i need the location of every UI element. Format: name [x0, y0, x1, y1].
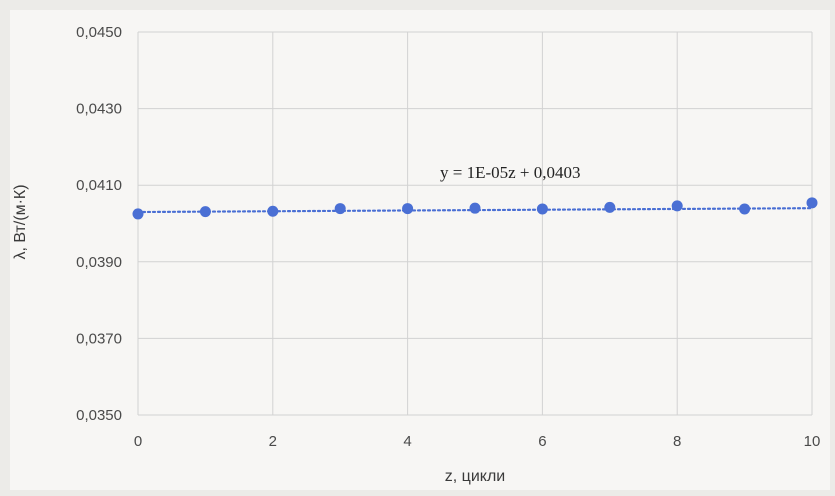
x-axis-title: z, цикли [445, 468, 505, 485]
y-tick-label: 0,0410 [76, 177, 122, 194]
y-tick-label: 0,0430 [76, 101, 122, 118]
y-tick-label: 0,0450 [76, 24, 122, 41]
x-tick-label: 6 [538, 433, 546, 450]
trendline-equation: y = 1E-05z + 0,0403 [440, 163, 581, 182]
data-point [604, 201, 616, 213]
y-tick-labels: 0,0350 0,0370 0,0390 0,0410 0,0430 0,0450 [76, 24, 122, 424]
data-point [199, 206, 211, 218]
data-point [536, 203, 548, 215]
x-tick-labels: 0 2 4 6 8 10 [134, 433, 821, 450]
data-point [132, 208, 144, 220]
data-point [267, 205, 279, 217]
y-tick-label: 0,0390 [76, 254, 122, 271]
data-point [469, 202, 481, 214]
data-point [806, 197, 818, 209]
x-tick-label: 0 [134, 433, 142, 450]
y-axis-title: λ, Вт/(м·К) [12, 184, 29, 259]
data-points [132, 197, 818, 220]
data-point [671, 200, 683, 212]
data-point [739, 203, 751, 215]
x-tick-label: 2 [269, 433, 277, 450]
y-tick-label: 0,0370 [76, 330, 122, 347]
x-tick-label: 8 [673, 433, 681, 450]
data-point [334, 203, 346, 215]
plot-area [10, 10, 830, 490]
data-point [402, 203, 414, 215]
x-tick-label: 4 [403, 433, 411, 450]
y-tick-label: 0,0350 [76, 407, 122, 424]
x-tick-label: 10 [804, 433, 821, 450]
grid-layer [137, 31, 813, 416]
